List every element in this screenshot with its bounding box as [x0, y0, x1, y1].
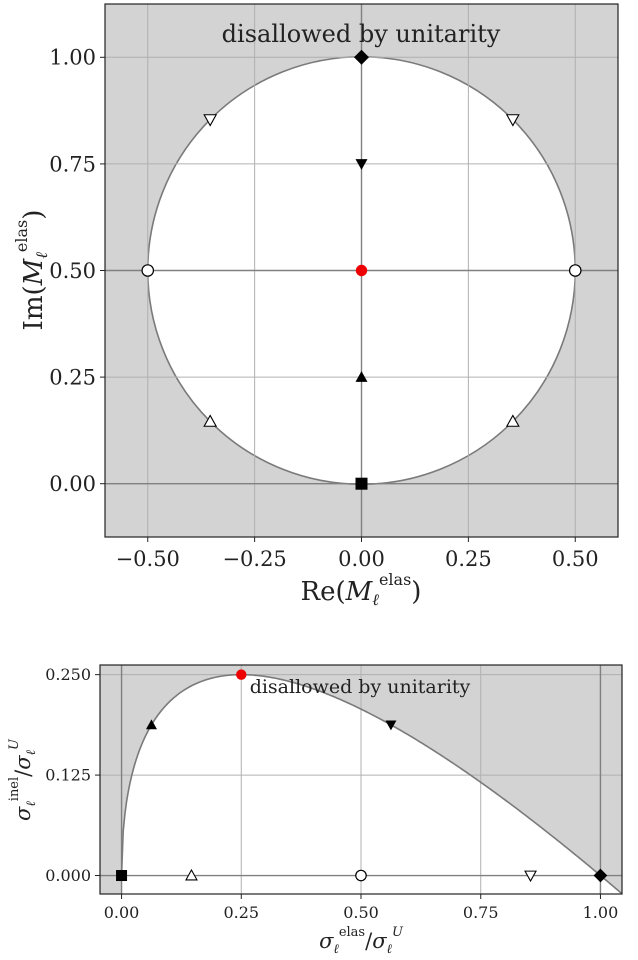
- bottom-ytick-label: 0.250: [45, 665, 91, 684]
- bottom-annotation: disallowed by unitarity: [250, 676, 471, 698]
- top-point-circle-open: [141, 264, 155, 277]
- bottom-unitarity-curve: [120, 673, 622, 894]
- bottom-point-circle-open: [355, 869, 367, 882]
- top-point-triangle-up-open: [203, 414, 218, 427]
- top-point-triangle-down-open: [203, 114, 218, 127]
- top-annotation: disallowed by unitarity: [222, 20, 501, 48]
- top-point-square: [355, 477, 368, 490]
- bottom-point-circle-red: [236, 669, 247, 680]
- bottom-xtick-label: 0.25: [223, 903, 259, 922]
- top-xtick-label: 0.00: [338, 547, 385, 571]
- top-ytick-label: 0.75: [49, 152, 96, 176]
- top-ytick-label: 0.50: [49, 259, 96, 283]
- top-xtick-label: −0.25: [222, 547, 286, 571]
- bottom-ytick-label: 0.125: [45, 766, 91, 785]
- top-marks: [141, 49, 582, 490]
- top-ytick-label: 0.00: [49, 472, 96, 496]
- bottom-point-triangle-up-open: [185, 868, 198, 881]
- bottom-ticks: 0.00 0.25 0.50 0.75 1.00 0.000 0.125 0.250: [45, 665, 618, 922]
- top-ylabel: Im(Mℓelas): [12, 210, 51, 331]
- bottom-marks: [116, 669, 608, 883]
- bottom-point-triangle-up: [145, 719, 157, 730]
- top-ytick-label: 1.00: [49, 46, 96, 70]
- bottom-xtick-label: 0.75: [463, 903, 499, 922]
- top-xtick-label: −0.50: [116, 547, 180, 571]
- bottom-point-triangle-down-open: [524, 870, 537, 883]
- bottom-point-square: [116, 870, 128, 882]
- top-point-diamond: [354, 49, 369, 65]
- bottom-xtick-label: 0.50: [343, 903, 379, 922]
- top-chart: disallowed by unitarity −0.50 −0.25 0.00 0.…: [12, 3, 619, 609]
- top-point-triangle-up-open: [505, 414, 520, 427]
- top-ticks: −0.50 −0.25 0.00 0.25 0.50 0.00 0.25 0.50 0.75 1.…: [49, 46, 598, 571]
- bottom-point-triangle-down: [385, 720, 397, 731]
- top-ytick-label: 0.25: [49, 365, 96, 389]
- bottom-ylabel: σℓinel/σℓU: [7, 738, 39, 821]
- bottom-disallowed-region: [100, 665, 622, 894]
- bottom-ytick-label: 0.000: [45, 866, 91, 885]
- bottom-xlabel: σℓelas/σℓU: [319, 925, 404, 957]
- top-xtick-label: 0.50: [552, 547, 599, 571]
- bottom-chart: disallowed by unitarity 0.00 0.25 0.50 0.75…: [7, 664, 623, 957]
- top-xtick-label: 0.25: [445, 547, 492, 571]
- top-point-triangle-up: [355, 371, 368, 382]
- top-point-circle-red: [355, 264, 368, 277]
- bottom-xtick-label: 1.00: [583, 903, 619, 922]
- bottom-xtick-label: 0.00: [104, 903, 140, 922]
- top-xlabel: Re(Mℓelas): [301, 570, 422, 609]
- top-point-triangle-down: [355, 159, 368, 170]
- bottom-point-diamond: [593, 868, 608, 883]
- top-point-triangle-down-open: [505, 114, 520, 127]
- top-point-circle-open: [568, 264, 582, 277]
